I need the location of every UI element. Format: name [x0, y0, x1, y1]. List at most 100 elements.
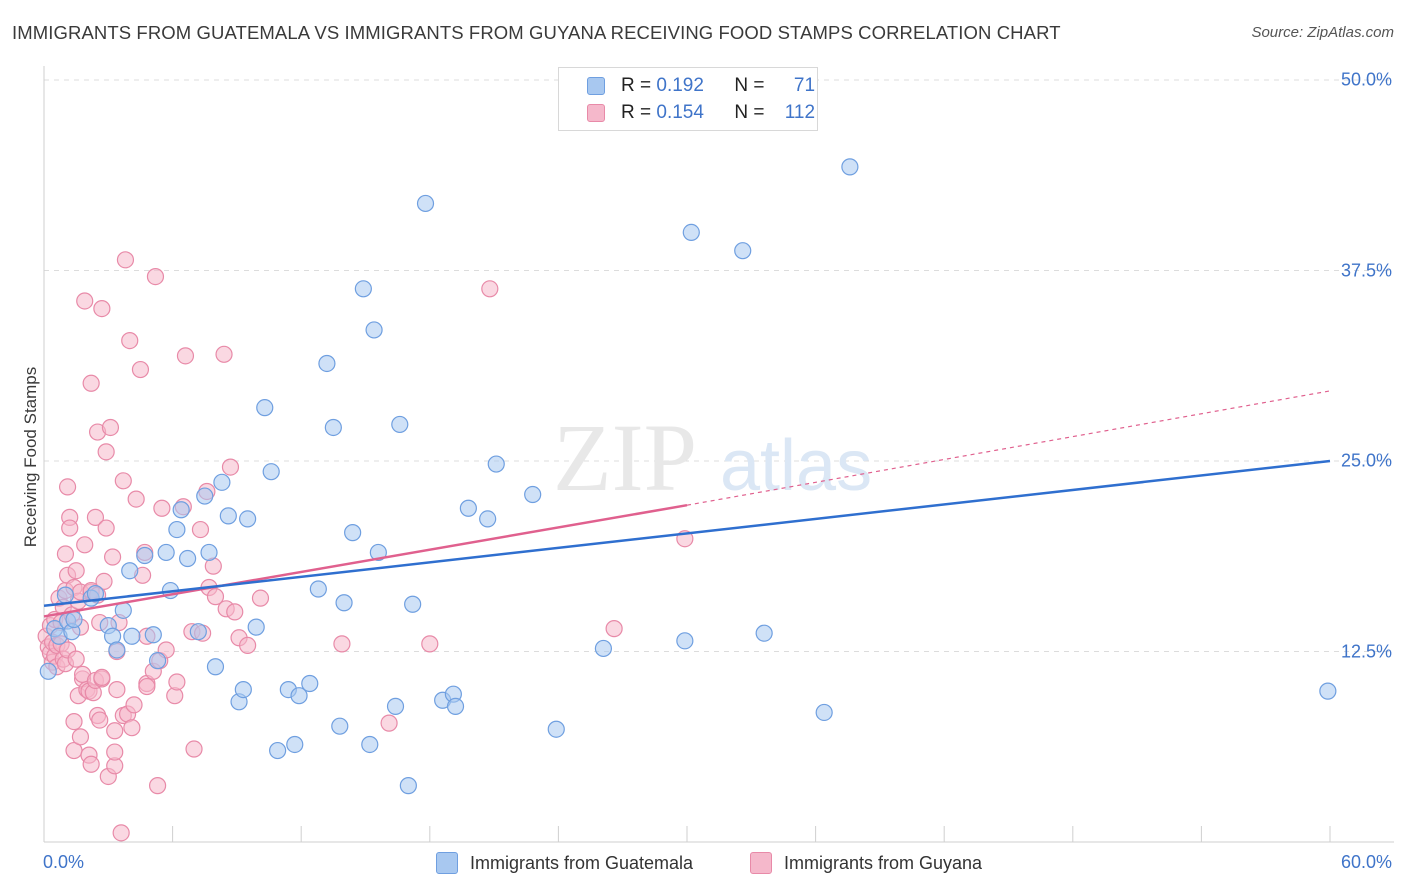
- point-guatemala: [331, 717, 349, 735]
- point-guyana: [76, 536, 94, 554]
- point-guyana: [97, 519, 115, 537]
- point-guyana: [58, 478, 77, 496]
- legend-r-label: R =: [621, 75, 652, 96]
- bottom-legend-guyana: Immigrants from Guyana: [750, 852, 982, 874]
- point-guatemala: [65, 610, 83, 629]
- point-guyana: [239, 636, 257, 655]
- point-guatemala: [682, 223, 700, 241]
- point-guatemala: [144, 626, 162, 644]
- point-guatemala: [219, 507, 237, 525]
- series-guyana-points: [37, 251, 694, 842]
- point-guatemala: [247, 618, 265, 636]
- legend-row-guatemala: R = 0.192 N = 71: [587, 74, 815, 98]
- y-tick-label: 50.0%: [1340, 69, 1392, 90]
- y-tick-label: 12.5%: [1340, 641, 1392, 661]
- point-guatemala: [399, 777, 417, 795]
- point-guyana: [67, 650, 85, 668]
- point-guyana: [251, 589, 270, 607]
- point-guatemala: [361, 735, 379, 754]
- point-guatemala: [172, 501, 190, 519]
- point-guyana: [114, 472, 132, 490]
- point-guyana: [176, 347, 195, 365]
- point-guatemala: [86, 584, 105, 603]
- point-guyana: [76, 292, 94, 310]
- point-guatemala: [734, 242, 752, 260]
- point-guyana: [605, 620, 623, 638]
- point-guatemala: [335, 594, 353, 612]
- point-guyana: [481, 280, 499, 298]
- point-guyana: [93, 300, 111, 318]
- trend-lines: [43, 390, 1331, 618]
- point-guyana: [86, 508, 105, 526]
- point-guatemala: [676, 632, 694, 650]
- axes: [43, 66, 1394, 843]
- point-guatemala: [354, 280, 372, 298]
- point-guatemala: [404, 595, 422, 613]
- point-guyana: [168, 673, 186, 691]
- watermark-zip: ZIP: [553, 404, 697, 511]
- point-guatemala: [369, 543, 387, 562]
- bottom-legend-guatemala: Immigrants from Guatemala: [436, 852, 693, 874]
- point-guatemala: [179, 549, 197, 568]
- legend-row-guyana: R = 0.154 N = 112: [587, 101, 815, 125]
- point-guatemala: [168, 520, 186, 539]
- point-guatemala: [196, 487, 214, 505]
- point-guatemala: [524, 485, 542, 504]
- point-guatemala: [547, 720, 565, 738]
- point-guyana: [153, 499, 171, 517]
- point-guyana: [333, 635, 351, 653]
- point-guatemala: [416, 194, 435, 213]
- point-guyana: [106, 722, 124, 740]
- point-guyana: [380, 714, 398, 732]
- point-guatemala: [39, 662, 57, 680]
- point-guyana: [138, 677, 156, 696]
- point-guatemala: [200, 543, 218, 562]
- point-guatemala: [56, 586, 75, 604]
- point-guatemala: [459, 499, 477, 517]
- point-guyana: [185, 740, 203, 758]
- bottom-legend-label-guyana: Immigrants from Guyana: [784, 852, 983, 873]
- legend-r-label: R =: [621, 102, 652, 123]
- point-guatemala: [256, 399, 274, 417]
- point-guatemala: [286, 735, 304, 754]
- point-guatemala: [301, 674, 319, 693]
- point-guatemala: [446, 697, 465, 715]
- point-guatemala: [318, 354, 336, 373]
- grid-lines: [44, 79, 1394, 652]
- point-guatemala: [344, 524, 362, 542]
- point-guatemala: [189, 623, 207, 641]
- point-guyana: [131, 360, 150, 379]
- y-tick-label: 25.0%: [1340, 450, 1392, 471]
- point-guatemala: [206, 658, 225, 676]
- point-guyana: [95, 572, 113, 590]
- x-tick-max: 60.0%: [1340, 852, 1392, 872]
- point-guatemala: [123, 627, 141, 645]
- legend-swatch-guatemala: [587, 77, 605, 95]
- point-guatemala: [365, 321, 383, 339]
- point-guyana: [121, 332, 139, 350]
- point-guatemala: [386, 697, 405, 715]
- point-guatemala: [594, 639, 613, 658]
- chart-title: IMMIGRANTS FROM GUATEMALA VS IMMIGRANTS …: [12, 22, 1061, 43]
- bottom-legend-swatch-guyana: [750, 852, 772, 874]
- point-guatemala: [136, 546, 154, 565]
- point-guatemala: [324, 418, 342, 437]
- point-guyana: [421, 635, 439, 653]
- point-guyana: [93, 668, 111, 687]
- point-guyana: [125, 696, 143, 714]
- point-guyana: [116, 251, 135, 269]
- point-guyana: [146, 267, 165, 286]
- legend-n-value: 71: [793, 75, 816, 96]
- point-guatemala: [290, 687, 308, 705]
- point-guyana: [215, 345, 233, 363]
- point-guatemala: [213, 473, 231, 491]
- point-guyana: [82, 755, 100, 773]
- point-guyana: [127, 490, 145, 508]
- trend-guyana-extension: [686, 390, 1331, 506]
- trend-guatemala: [43, 459, 1331, 608]
- point-guatemala: [148, 652, 167, 670]
- legend-n-value: 112: [784, 102, 816, 123]
- point-guyana: [108, 680, 126, 699]
- trend-guyana: [43, 503, 688, 618]
- point-guyana: [123, 719, 141, 737]
